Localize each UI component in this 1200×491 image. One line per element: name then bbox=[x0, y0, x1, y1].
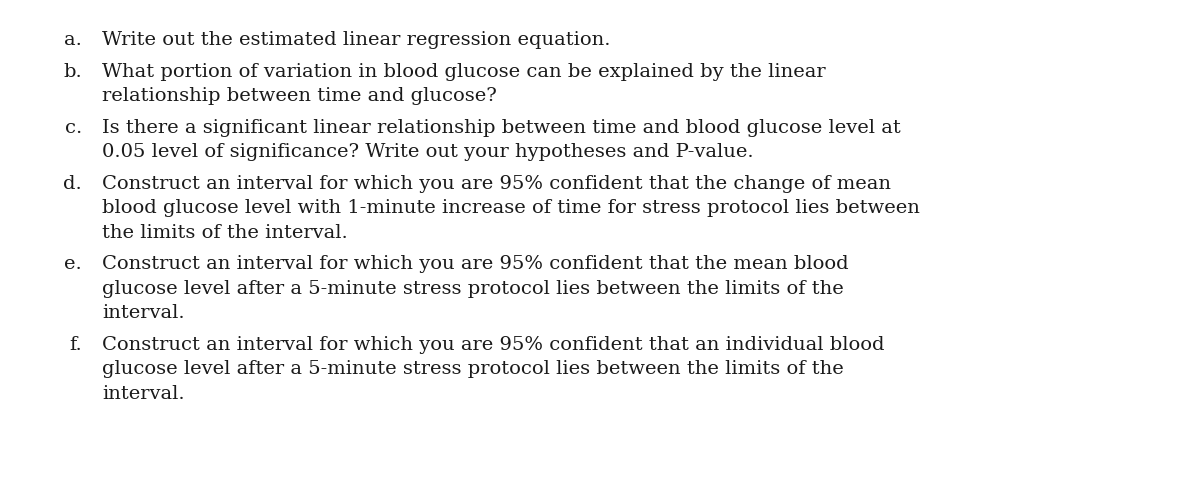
Text: Construct an interval for which you are 95% confident that the change of mean: Construct an interval for which you are … bbox=[102, 174, 890, 192]
Text: e.: e. bbox=[65, 255, 82, 273]
Text: b.: b. bbox=[64, 62, 82, 81]
Text: What portion of variation in blood glucose can be explained by the linear: What portion of variation in blood gluco… bbox=[102, 62, 826, 81]
Text: c.: c. bbox=[65, 118, 82, 136]
Text: a.: a. bbox=[64, 31, 82, 49]
Text: blood glucose level with 1-minute increase of time for stress protocol lies betw: blood glucose level with 1-minute increa… bbox=[102, 199, 920, 217]
Text: Is there a significant linear relationship between time and blood glucose level : Is there a significant linear relationsh… bbox=[102, 118, 901, 136]
Text: Construct an interval for which you are 95% confident that the mean blood: Construct an interval for which you are … bbox=[102, 255, 848, 273]
Text: interval.: interval. bbox=[102, 384, 185, 403]
Text: Construct an interval for which you are 95% confident that an individual blood: Construct an interval for which you are … bbox=[102, 335, 884, 354]
Text: 0.05 level of significance? Write out your hypotheses and P-value.: 0.05 level of significance? Write out yo… bbox=[102, 143, 754, 161]
Text: f.: f. bbox=[70, 335, 82, 354]
Text: the limits of the interval.: the limits of the interval. bbox=[102, 223, 348, 242]
Text: glucose level after a 5-minute stress protocol lies between the limits of the: glucose level after a 5-minute stress pr… bbox=[102, 279, 844, 298]
Text: interval.: interval. bbox=[102, 304, 185, 322]
Text: relationship between time and glucose?: relationship between time and glucose? bbox=[102, 87, 497, 105]
Text: glucose level after a 5-minute stress protocol lies between the limits of the: glucose level after a 5-minute stress pr… bbox=[102, 360, 844, 378]
Text: d.: d. bbox=[64, 174, 82, 192]
Text: Write out the estimated linear regression equation.: Write out the estimated linear regressio… bbox=[102, 31, 611, 49]
